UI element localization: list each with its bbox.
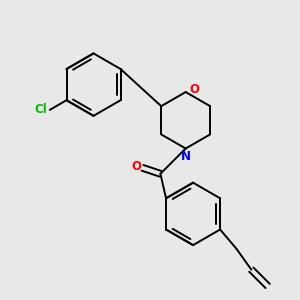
- Text: Cl: Cl: [34, 103, 47, 116]
- Text: O: O: [131, 160, 141, 173]
- Text: N: N: [181, 150, 191, 163]
- Text: O: O: [189, 82, 199, 96]
